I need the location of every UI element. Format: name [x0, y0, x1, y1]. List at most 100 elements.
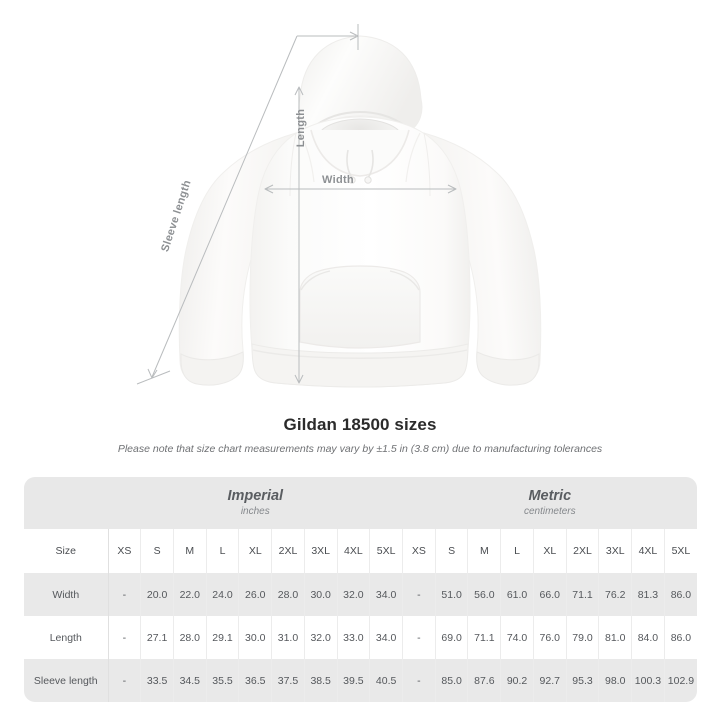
cell-length-imperial-l: 29.1 [206, 616, 240, 659]
cell-length-metric-5xl: 86.0 [664, 616, 697, 659]
cell-width-metric-3xl: 76.2 [598, 573, 633, 616]
size-header-imperial-l: L [206, 529, 240, 573]
sleeve-dimension-basetick [136, 370, 171, 385]
tolerance-note: Please note that size chart measurements… [117, 443, 603, 455]
cell-sleeve-length-imperial-s: 33.5 [140, 659, 174, 702]
cell-width-imperial-5xl: 34.0 [369, 573, 404, 616]
size-header-metric-s: S [435, 529, 469, 573]
unit-group-subtitle: centimeters [523, 506, 576, 518]
cell-sleeve-length-metric-xl: 92.7 [533, 659, 567, 702]
cell-length-imperial-2xl: 31.0 [271, 616, 305, 659]
cell-width-imperial-4xl: 32.0 [337, 573, 371, 616]
cell-width-imperial-2xl: 28.0 [271, 573, 305, 616]
cell-sleeve-length-metric-l: 90.2 [500, 659, 534, 702]
table-row: Length -27.1 28.0 29.1 30.0 31.0 32.0 33.0 34.0-… [24, 616, 697, 659]
cell-sleeve-length-imperial-l: 35.5 [206, 659, 240, 702]
cell-sleeve-length-metric-5xl: 102.9 [664, 659, 697, 702]
cell-sleeve-length-metric-2xl: 95.3 [566, 659, 600, 702]
size-header-metric-m: M [467, 529, 502, 573]
cell-length-imperial-s: 27.1 [140, 616, 174, 659]
cell-width-imperial-3xl: 30.0 [304, 573, 338, 616]
unit-group-subtitle: inches [240, 506, 270, 518]
size-header-imperial-4xl: 4XL [337, 529, 371, 573]
size-header-imperial-3xl: 3XL [304, 529, 338, 573]
size-header-imperial-xl: XL [238, 529, 273, 573]
cell-width-metric-s: 51.0 [435, 573, 469, 616]
cell-length-metric-m: 71.1 [467, 616, 502, 659]
cell-width-metric-2xl: 71.1 [566, 573, 600, 616]
dimension-lines [136, 24, 457, 385]
cell-length-metric-l: 74.0 [500, 616, 534, 659]
cell-length-metric-2xl: 79.0 [566, 616, 600, 659]
size-header-metric-xs: XS [402, 529, 436, 573]
size-header-imperial-2xl: 2XL [271, 529, 305, 573]
table-row: Width -20.0 22.0 24.0 26.0 28.0 30.0 32.0 34.0-5… [24, 573, 697, 616]
product-figure: Length Width Sleeve length [136, 24, 542, 388]
size-header-metric-5xl: 5XL [664, 529, 697, 573]
cell-length-imperial-5xl: 34.0 [369, 616, 404, 659]
size-header-row: Size XS S M L XL 2XL 3XL 4XL 5XL XS S M L XL 2XL 3XL 4XL 5… [24, 529, 697, 573]
hoodie-body-shape [178, 35, 542, 388]
row-label-length: Length [24, 616, 109, 659]
cell-sleeve-length-metric-m: 87.6 [467, 659, 502, 702]
cell-sleeve-length-imperial-xl: 36.5 [238, 659, 273, 702]
cell-sleeve-length-imperial-xs: - [108, 659, 142, 702]
cell-width-metric-m: 56.0 [467, 573, 502, 616]
length-label: Length [295, 108, 308, 148]
size-header-metric-xl: XL [533, 529, 567, 573]
unit-group-metric: Metric centimeters [402, 477, 697, 529]
cell-length-metric-s: 69.0 [435, 616, 469, 659]
cell-length-imperial-xs: - [108, 616, 142, 659]
cell-sleeve-length-imperial-3xl: 38.5 [304, 659, 338, 702]
cell-width-imperial-xl: 26.0 [238, 573, 273, 616]
cell-length-imperial-m: 28.0 [173, 616, 207, 659]
size-header-metric-2xl: 2XL [566, 529, 600, 573]
cell-sleeve-length-metric-s: 85.0 [435, 659, 469, 702]
cell-width-imperial-xs: - [108, 573, 142, 616]
page-title: Gildan 18500 sizes [283, 415, 437, 434]
cell-width-imperial-s: 20.0 [140, 573, 174, 616]
cell-sleeve-length-metric-3xl: 98.0 [598, 659, 633, 702]
size-header-imperial-xs: XS [108, 529, 142, 573]
size-header-metric-4xl: 4XL [631, 529, 665, 573]
cell-width-metric-xl: 66.0 [533, 573, 567, 616]
row-label-sleeve-length: Sleeve length [24, 659, 109, 702]
cell-length-metric-3xl: 81.0 [598, 616, 633, 659]
size-header-metric-3xl: 3XL [598, 529, 633, 573]
size-chart-table-wrapper: Imperial inches Metric centimeters Size XS S M L… [24, 477, 697, 702]
cell-sleeve-length-imperial-4xl: 39.5 [337, 659, 371, 702]
cell-length-metric-xs: - [402, 616, 436, 659]
cell-width-metric-4xl: 81.3 [631, 573, 665, 616]
unit-group-imperial: Imperial inches [108, 477, 403, 529]
unit-group-name: Metric [528, 487, 572, 504]
cell-length-metric-4xl: 84.0 [631, 616, 665, 659]
row-label-width: Width [24, 573, 109, 616]
cell-length-imperial-4xl: 33.0 [337, 616, 371, 659]
table-row: Sleeve length -33.5 34.5 35.5 36.5 37.5 38.5 39… [24, 659, 697, 702]
hoodie-illustration [136, 24, 542, 388]
cell-sleeve-length-metric-xs: - [402, 659, 436, 702]
cell-width-imperial-l: 24.0 [206, 573, 240, 616]
sleeve-dimension-line [151, 35, 298, 378]
cell-length-metric-xl: 76.0 [533, 616, 567, 659]
size-chart-table: Imperial inches Metric centimeters Size XS S M L… [24, 477, 697, 702]
cell-width-metric-5xl: 86.0 [664, 573, 697, 616]
cell-length-imperial-3xl: 32.0 [304, 616, 338, 659]
cell-sleeve-length-metric-4xl: 100.3 [631, 659, 665, 702]
cell-length-imperial-xl: 30.0 [238, 616, 273, 659]
size-header-label: Size [24, 529, 109, 573]
size-header-imperial-m: M [173, 529, 207, 573]
size-header-imperial-s: S [140, 529, 174, 573]
cell-sleeve-length-imperial-m: 34.5 [173, 659, 207, 702]
cell-width-metric-l: 61.0 [500, 573, 534, 616]
size-header-metric-l: L [500, 529, 534, 573]
unit-band-spacer [24, 477, 108, 529]
cell-width-metric-xs: - [402, 573, 436, 616]
unit-group-name: Imperial [227, 487, 284, 504]
cell-width-imperial-m: 22.0 [173, 573, 207, 616]
unit-group-header-row: Imperial inches Metric centimeters [24, 477, 697, 529]
cell-sleeve-length-imperial-5xl: 40.5 [369, 659, 404, 702]
width-label: Width [322, 174, 354, 186]
size-header-imperial-5xl: 5XL [369, 529, 404, 573]
cell-sleeve-length-imperial-2xl: 37.5 [271, 659, 305, 702]
